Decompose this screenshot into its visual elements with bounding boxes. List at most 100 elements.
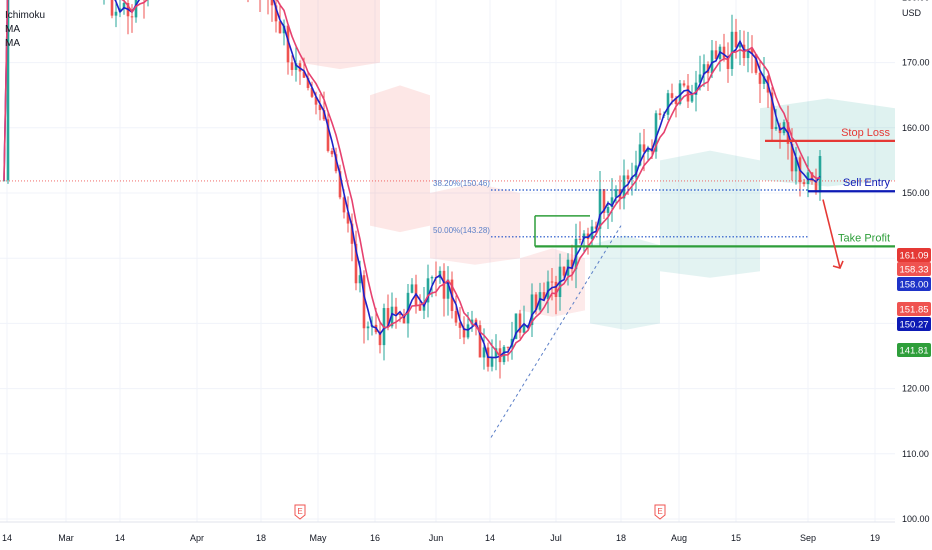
x-tick-label: Apr [190,533,204,543]
ma-fast-line [3,0,821,359]
candle-body [346,212,350,224]
candle-body [286,25,290,63]
price-tag-value: 151.85 [899,305,928,316]
candle-body [462,327,466,338]
price-tag-value: 158.00 [899,280,928,291]
candle-body [134,0,138,18]
price-tag[interactable]: 150.27 [897,317,931,331]
x-tick-label: Jun [429,533,444,543]
x-tick-label: Aug [671,533,687,543]
time-axis[interactable]: 14 Mar 14 Apr 18 May 16 Jun 14 Jul 18 Aug 15 Sep 19 [0,521,895,543]
candle-body [130,16,134,18]
cloud-segment [590,235,660,330]
candle-body [738,44,742,48]
candle-body [754,54,758,73]
price-tag[interactable]: 158.00 [897,277,931,291]
x-tick-label: Mar [58,533,74,543]
price-tag[interactable]: 158.33 [897,262,931,276]
candle-body [318,104,322,111]
price-tag-bg [897,277,931,291]
candle-body [714,50,718,60]
candle-body [574,238,578,270]
candle-body [626,175,630,180]
candle-body [654,113,658,152]
x-tick-label: 16 [370,533,380,543]
cloud-segment [660,150,760,278]
candle-body [270,0,274,6]
candle-body [402,314,406,324]
candle-body [638,144,642,166]
candle-body [350,223,354,244]
price-tag[interactable]: 151.85 [897,302,931,316]
level-label[interactable]: Stop Loss [841,127,890,139]
candle-body [602,189,606,213]
candle-body [658,113,662,116]
price-axis[interactable]: 220.00210.00200.00190.00180.00170.00160.… [897,0,931,524]
candle-body [394,306,398,314]
price-tag-bg [897,262,931,276]
candle-body [114,11,118,16]
candle-body [342,197,346,213]
candle-body [762,76,766,84]
candle-body [514,313,518,339]
x-tick-label: 18 [256,533,266,543]
candle-body [642,144,646,152]
candle-body [562,266,566,276]
price-tag[interactable]: 141.81 [897,343,931,357]
candle-body [726,57,730,69]
candle-body [750,48,754,55]
moving-averages [3,0,821,359]
candle-body [322,110,326,120]
indicator-ma-label[interactable]: MA [5,24,20,35]
candle-body [470,319,474,325]
candle-body [810,172,814,181]
candle-body [682,83,686,86]
level-label[interactable]: Sell Entry [843,177,891,189]
candle-body [478,325,482,358]
earnings-badge [654,504,666,520]
fib-label[interactable]: 50.00%(143.28) [433,226,490,235]
candle-body [430,277,434,279]
candle-body [702,64,706,75]
x-tick-label: Jul [550,533,562,543]
price-tag[interactable]: 161.09 [897,248,931,262]
candle-body [614,189,618,198]
price-tag-value: 150.27 [899,320,928,331]
candle-body [578,238,582,240]
candle-body [506,346,510,348]
earnings-badge [294,504,306,520]
candle-body [426,278,430,303]
candle-body [522,325,526,333]
candle-body [386,308,390,327]
candle-body [570,259,574,270]
indicator-ma2-label[interactable]: MA [5,38,20,49]
level-label[interactable]: Take Profit [838,232,890,244]
candle-body [582,233,586,240]
candle-body [774,126,778,130]
price-tag-bg [897,343,931,357]
candle-body [294,63,298,70]
candle-body [330,150,334,155]
indicator-ichimoku-label[interactable]: Ichimoku [5,10,45,21]
candle-body [122,3,126,9]
candle-body [458,322,462,328]
x-tick-label: 15 [731,533,741,543]
candle-body [366,326,370,329]
candle-body [606,207,610,213]
candle-body [542,292,546,300]
price-tag-value: 161.09 [899,251,928,262]
earnings-marker[interactable]: E [294,504,306,520]
candle-body [550,281,554,283]
gridlines [0,0,895,522]
candle-body [454,311,458,323]
candle-body [674,97,678,104]
y-tick-label: 100.00 [902,514,930,524]
x-tick-label: Sep [800,533,816,543]
candle-body [594,226,598,229]
earnings-marker[interactable]: E [654,504,666,520]
candle-body [534,294,538,310]
fib-label[interactable]: 38.20%(150.46) [433,179,490,188]
candle-body [6,0,10,181]
sell-arrow-shaft [822,199,841,269]
